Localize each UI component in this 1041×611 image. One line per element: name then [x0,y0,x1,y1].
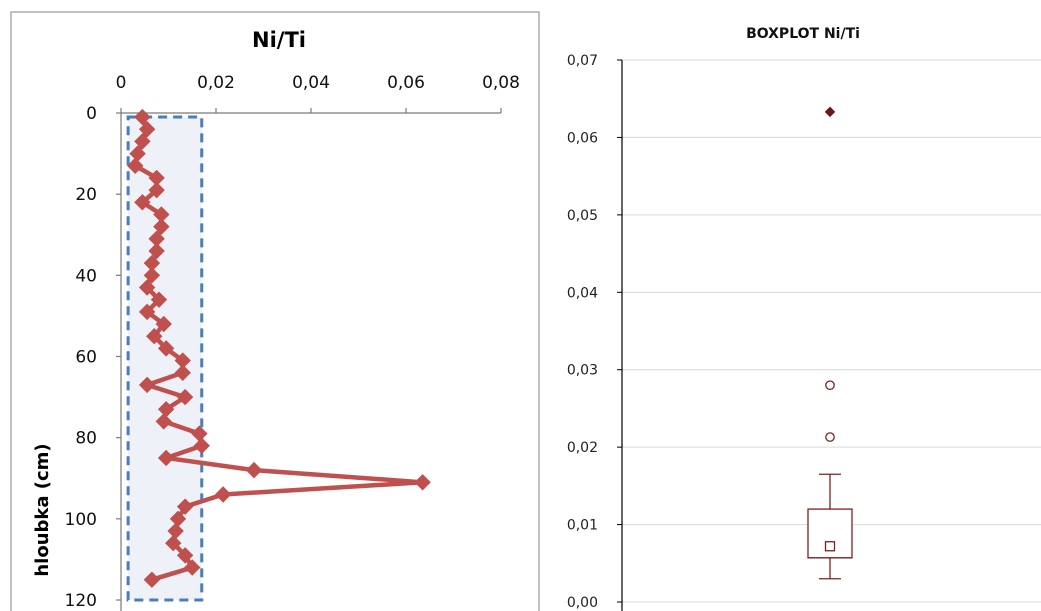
data-point-marker [138,121,156,138]
y-tick-label: 0,07 [567,53,598,69]
left-chart-border [10,11,540,611]
extreme-point [824,106,836,118]
data-point-marker [157,449,175,467]
y-tick-label: 0,00 [567,595,598,611]
data-point-marker [134,194,151,211]
data-point-marker [143,267,161,284]
data-point-marker [138,376,156,394]
y-tick-label: 100 [65,510,97,530]
data-point-marker [150,291,168,308]
y-tick-label: 0,06 [567,130,598,146]
outlier-point [825,380,835,391]
y-tick-label: 20 [75,185,97,205]
left-chart-title: Ni/Ti [252,28,306,52]
data-point-marker [176,498,194,515]
data-point-marker [155,315,172,333]
data-point-marker [134,133,151,150]
highlight-box [126,115,204,602]
y-tick-label: 80 [75,429,97,449]
x-tick-label: 0,04 [292,73,330,93]
y-tick-label: 0,04 [567,285,598,301]
x-tick-label: 0,02 [197,73,235,93]
data-point-marker [138,279,156,296]
left-plot-area: 0 0,02 0,04 0,06 0,08 0 20 40 60 80 100 120 [65,73,520,611]
y-tick-label: 40 [75,266,97,286]
data-point-marker [184,559,201,576]
x-tick-label: 0,08 [482,73,520,93]
data-point-marker [155,413,172,430]
data-point-marker [174,364,191,381]
interquartile-box [807,508,853,559]
x-tick-label: 0 [116,73,127,93]
x-tick-label: 0,06 [387,73,425,93]
y-tick-label: 0,05 [567,208,598,224]
outlier-point [825,432,835,442]
data-point-marker [143,571,161,588]
mean-marker [824,541,836,552]
y-tick-label: 60 [75,348,97,368]
data-point-marker [146,328,163,345]
data-point-marker [165,534,182,552]
data-point-marker [176,388,194,406]
data-point-marker [245,461,263,479]
boxplot-plot-area: 0,00 0,01 0,02 0,03 0,04 0,05 0,06 0,07 [567,53,1041,611]
boxplot-title: BOXPLOT Ni/Ti [746,26,860,42]
data-point-marker [127,157,144,174]
data-point-marker [176,547,194,564]
depth-profile-chart: Ni/Ti 0 0,02 0,04 0,06 0,08 0 20 40 60 80 100 120 h… [10,11,540,611]
y-tick-label: 0,01 [567,518,598,534]
y-tick-label: 0,02 [567,440,598,456]
data-point-marker [157,340,175,357]
data-point-marker [214,486,232,503]
data-point-marker [193,437,210,454]
data-point-marker [148,242,165,260]
y-tick-label: 0 [86,104,97,124]
data-point-marker [148,181,165,199]
y-tick-label: 0,03 [567,363,598,379]
data-point-marker [153,218,170,235]
y-tick-label: 120 [65,591,97,611]
data-point-marker [414,474,431,491]
y-axis-label: hloubka (cm) [32,443,53,576]
data-point-marker [138,303,156,321]
data-point-marker [134,108,151,126]
